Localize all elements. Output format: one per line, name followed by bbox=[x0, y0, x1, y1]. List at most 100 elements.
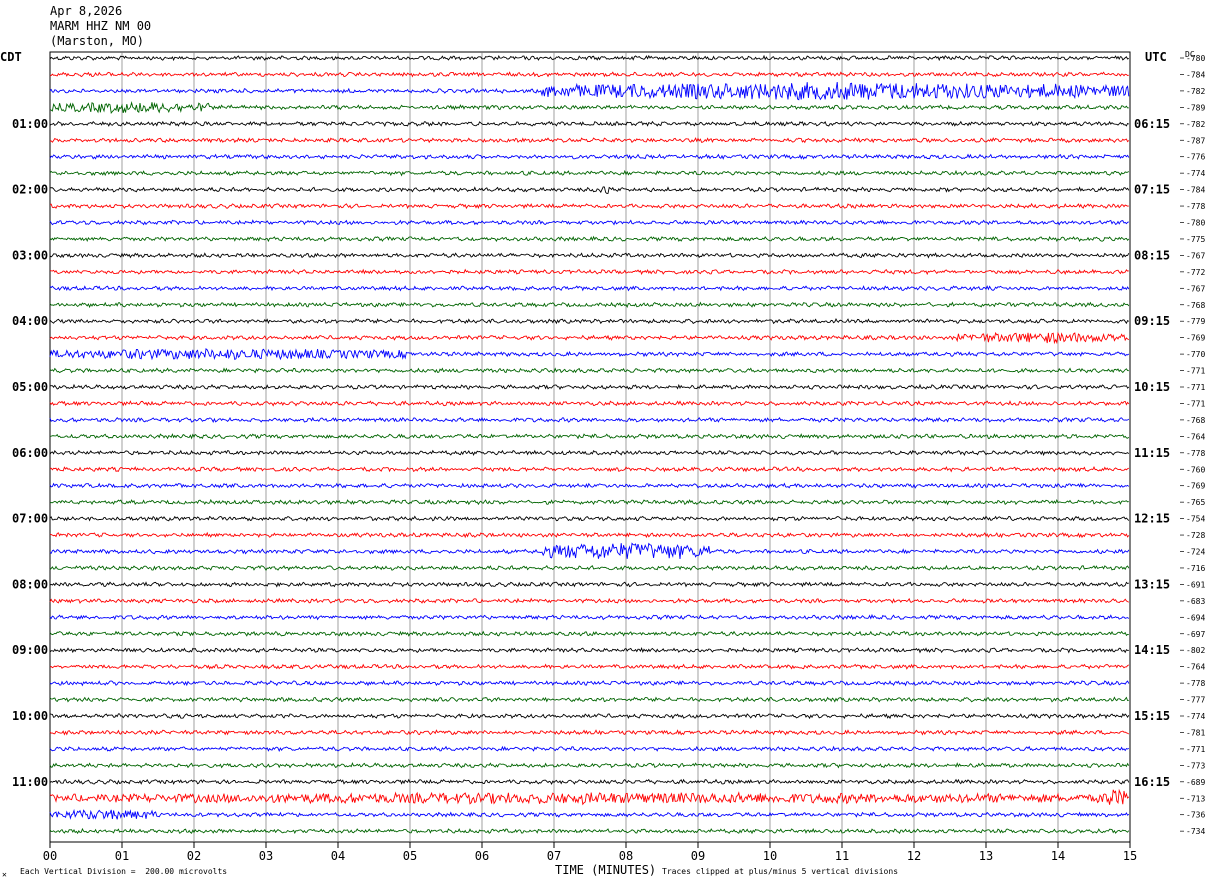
dc-offset-label: -769 bbox=[1186, 482, 1205, 491]
trace-line bbox=[49, 252, 1130, 259]
left-axis-label: CDT bbox=[0, 50, 22, 64]
trace-line bbox=[49, 679, 1130, 687]
clip-note: Traces clipped at plus/minus 5 vertical … bbox=[662, 867, 899, 876]
hour-label-utc: 12:15 bbox=[1134, 512, 1170, 526]
dc-offset-label: -781 bbox=[1186, 728, 1205, 737]
trace-line bbox=[49, 317, 1130, 325]
trace-line bbox=[49, 663, 1130, 670]
trace-line bbox=[49, 515, 1130, 522]
trace-line bbox=[49, 137, 1130, 144]
x-tick-label: 03 bbox=[259, 849, 273, 863]
hour-label-cdt: 03:00 bbox=[12, 248, 48, 262]
hour-label-utc: 13:15 bbox=[1134, 577, 1170, 591]
dc-offset-label: -774 bbox=[1186, 712, 1205, 721]
hour-label-utc: 14:15 bbox=[1134, 643, 1170, 657]
trace-line bbox=[49, 331, 1130, 345]
trace-line bbox=[49, 729, 1130, 736]
dc-offset-label: -782 bbox=[1186, 87, 1205, 96]
trace-line bbox=[49, 449, 1130, 457]
x-tick-label: 10 bbox=[763, 849, 777, 863]
dc-offset-label: -764 bbox=[1186, 432, 1205, 441]
hour-label-cdt: 07:00 bbox=[12, 512, 48, 526]
trace-line bbox=[49, 597, 1129, 604]
dc-offset-label: -780 bbox=[1186, 54, 1205, 63]
hour-label-cdt: 10:00 bbox=[12, 709, 48, 723]
trace-line bbox=[49, 745, 1130, 753]
trace-line bbox=[49, 383, 1130, 391]
trace-line bbox=[49, 153, 1130, 160]
dc-offset-label: -771 bbox=[1186, 745, 1205, 754]
dc-offset-label: -776 bbox=[1186, 153, 1205, 162]
dc-offset-label: -775 bbox=[1186, 235, 1205, 244]
x-tick-label: 13 bbox=[979, 849, 993, 863]
trace-line bbox=[49, 120, 1130, 128]
x-tick-label: 12 bbox=[907, 849, 921, 863]
trace-line bbox=[49, 696, 1129, 703]
hour-label-cdt: 09:00 bbox=[12, 643, 48, 657]
dc-offset-label: -771 bbox=[1186, 399, 1205, 408]
trace-line bbox=[49, 581, 1129, 588]
trace-line bbox=[49, 712, 1130, 720]
dc-offset-label: -774 bbox=[1186, 169, 1205, 178]
hour-label-cdt: 02:00 bbox=[12, 183, 48, 197]
trace-line bbox=[49, 400, 1130, 407]
trace-line bbox=[49, 101, 1129, 114]
trace-line bbox=[49, 778, 1130, 785]
dc-offset-label: -789 bbox=[1186, 103, 1205, 112]
x-tick-label: 07 bbox=[547, 849, 561, 863]
x-tick-label: 09 bbox=[691, 849, 705, 863]
trace-line bbox=[49, 531, 1130, 539]
x-tick-label: 15 bbox=[1123, 849, 1137, 863]
plot-frame bbox=[49, 51, 1131, 843]
dc-offset-label: -772 bbox=[1186, 268, 1205, 277]
corner-mark: ✕ bbox=[2, 870, 7, 879]
dc-offset-label: -697 bbox=[1186, 630, 1205, 639]
dc-offset-label: -780 bbox=[1186, 219, 1205, 228]
dc-offset-label: -771 bbox=[1186, 367, 1205, 376]
header-location: (Marston, MO) bbox=[50, 34, 144, 48]
trace-line bbox=[49, 348, 1130, 361]
dc-offset-label: -713 bbox=[1186, 794, 1205, 803]
trace-line bbox=[49, 301, 1130, 309]
dc-offset-label: -771 bbox=[1186, 383, 1205, 392]
trace-line bbox=[49, 367, 1129, 374]
dc-offset-label: -734 bbox=[1186, 827, 1205, 836]
hour-label-utc: 09:15 bbox=[1134, 314, 1170, 328]
x-tick-label: 06 bbox=[475, 849, 489, 863]
trace-line bbox=[49, 808, 1130, 820]
dc-offset-label: -777 bbox=[1186, 696, 1205, 705]
right-axis-label: UTC bbox=[1145, 50, 1167, 64]
hour-label-utc: 08:15 bbox=[1134, 248, 1170, 262]
hour-label-utc: 06:15 bbox=[1134, 117, 1170, 131]
dc-offset-label: -765 bbox=[1186, 498, 1205, 507]
dc-offset-label: -716 bbox=[1186, 564, 1205, 573]
dc-offset-label: -736 bbox=[1186, 811, 1205, 820]
x-tick-label: 11 bbox=[835, 849, 849, 863]
hour-label-cdt: 05:00 bbox=[12, 380, 48, 394]
trace-line bbox=[49, 416, 1130, 423]
dc-offset-label: -728 bbox=[1186, 531, 1205, 540]
dc-offset-label: -724 bbox=[1186, 548, 1205, 557]
trace-line bbox=[49, 564, 1130, 572]
hour-label-utc: 16:15 bbox=[1134, 775, 1170, 789]
dc-offset-label: -779 bbox=[1186, 317, 1205, 326]
dc-offset-label: -770 bbox=[1186, 350, 1205, 359]
trace-line bbox=[49, 433, 1130, 440]
dc-offset-label: -768 bbox=[1186, 416, 1205, 425]
x-tick-label: 08 bbox=[619, 849, 633, 863]
trace-line bbox=[49, 482, 1130, 489]
dc-offset-label: -767 bbox=[1186, 251, 1205, 260]
dc-offset-label: -773 bbox=[1186, 761, 1205, 770]
dc-offset-label: -754 bbox=[1186, 515, 1205, 524]
trace-line bbox=[49, 542, 1130, 559]
hour-label-utc: 15:15 bbox=[1134, 709, 1170, 723]
dc-label: DC bbox=[1185, 50, 1195, 59]
scale-note: Each Vertical Division = 200.00 microvol… bbox=[20, 867, 228, 876]
header-date: Apr 8,2026 bbox=[50, 4, 123, 18]
trace-line bbox=[49, 202, 1129, 210]
header-station: MARM HHZ NM 00 bbox=[50, 19, 152, 33]
dc-offset-label: -764 bbox=[1186, 663, 1205, 672]
trace-line bbox=[49, 630, 1129, 637]
dc-offset-label: -768 bbox=[1186, 301, 1205, 310]
hour-label-cdt: 06:00 bbox=[12, 446, 48, 460]
